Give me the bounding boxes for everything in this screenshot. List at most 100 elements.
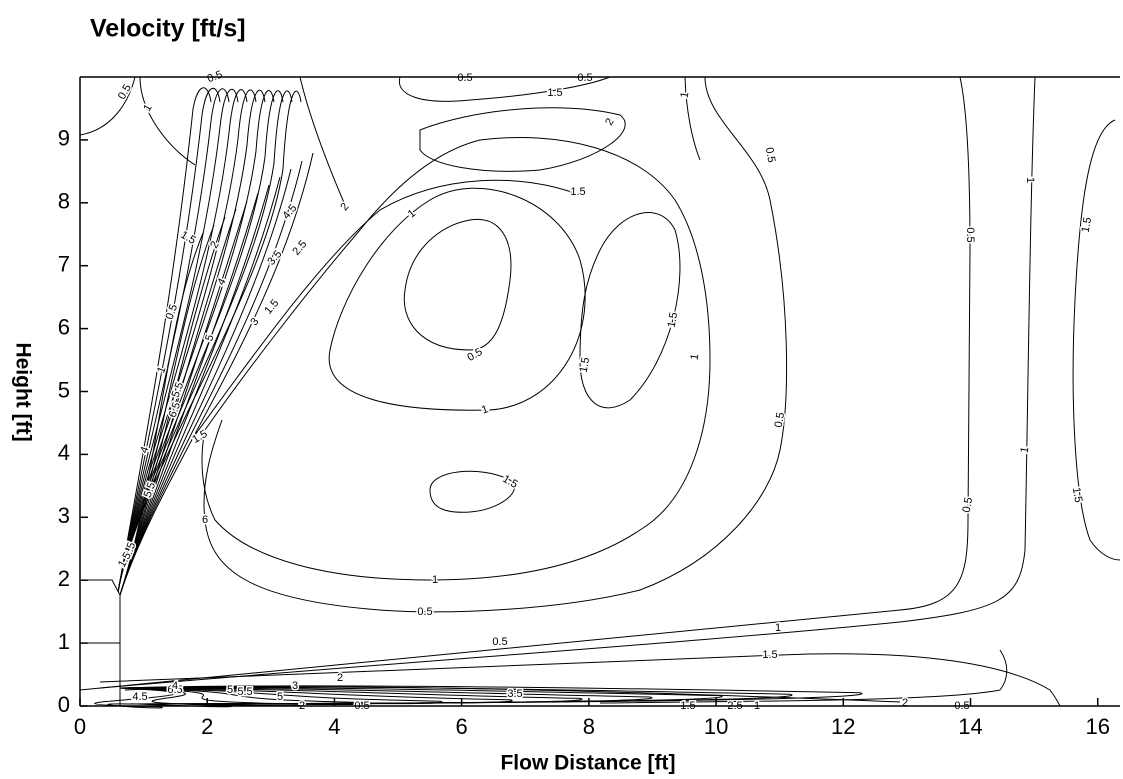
- contour-line: [117, 88, 239, 593]
- contour-label: 1.5: [1070, 486, 1084, 503]
- contour-line: [119, 687, 373, 706]
- contour-label: 6.5: [167, 684, 182, 696]
- contour-label: 4: [215, 276, 228, 287]
- contour-label: 1.5: [1080, 216, 1094, 233]
- contour-label: 1: [432, 574, 438, 586]
- x-tick-label: 8: [583, 714, 595, 739]
- contour-line: [119, 208, 237, 596]
- y-tick-label: 8: [58, 189, 70, 214]
- contour-line: [119, 200, 248, 596]
- y-tick-label: 3: [58, 503, 70, 528]
- contour-label: 6: [202, 514, 208, 526]
- contour-label: 0.5: [417, 606, 432, 618]
- contour-line: [119, 687, 303, 707]
- contour-line: [119, 687, 443, 705]
- contour-label: 5: [203, 333, 216, 343]
- y-tick-label: 6: [58, 314, 70, 339]
- contour-label: 1: [775, 622, 781, 634]
- x-tick-label: 10: [704, 714, 728, 739]
- contour-line: [119, 232, 204, 596]
- y-tick-label: 5: [58, 377, 70, 402]
- contour-line: [201, 137, 711, 581]
- contour-line: [579, 212, 681, 409]
- contour-label: 1: [155, 365, 168, 375]
- y-tick-label: 1: [58, 629, 70, 654]
- contour-label: 3: [292, 680, 298, 692]
- contour-label: 5: [277, 691, 283, 703]
- contour-line: [203, 76, 788, 613]
- contour-line: [403, 218, 512, 351]
- contour-label: 0.5: [961, 496, 975, 513]
- contour-line: [119, 216, 226, 596]
- y-tick-label: 0: [58, 692, 70, 717]
- contour-line: [684, 76, 701, 161]
- y-tick-label: 4: [58, 440, 70, 465]
- x-tick-label: 0: [74, 714, 86, 739]
- contour-label: 4: [172, 680, 178, 692]
- contour-line: [117, 90, 275, 593]
- contour-line: [117, 89, 248, 593]
- contour-label: 0.5: [773, 411, 787, 428]
- contour-line: [117, 89, 257, 593]
- contour-line: [599, 649, 1008, 704]
- contour-label: 2: [337, 672, 343, 684]
- contour-line: [1072, 119, 1121, 561]
- contour-line: [79, 76, 136, 136]
- contour-line: [79, 76, 971, 691]
- contour-label: 1.5: [500, 473, 519, 491]
- x-tick-label: 14: [958, 714, 982, 739]
- contour-line: [117, 88, 221, 593]
- contour-label: 1.5: [578, 356, 592, 373]
- plot-area: 0.510.51.5 20.511.51.522.53.54.5355.56.54…: [79, 67, 1121, 713]
- inlet-wall: [80, 579, 121, 706]
- contour-line: [119, 152, 314, 596]
- contour-line: [299, 76, 346, 206]
- x-tick-label: 12: [831, 714, 855, 739]
- x-tick-label: 4: [328, 714, 340, 739]
- contour-label: 2: [902, 697, 908, 709]
- contour-line: [119, 224, 215, 596]
- contour-label: 1: [678, 91, 691, 99]
- contour-label: 2.5: [290, 238, 309, 257]
- contour-label: 0.5: [577, 72, 592, 84]
- contour-label: 0.5: [964, 227, 976, 242]
- contour-label: 3.5: [265, 248, 284, 267]
- contour-label: 5.5: [237, 686, 252, 698]
- contour-label: 3.5: [507, 688, 522, 700]
- contour-label: 1: [141, 102, 154, 113]
- y-axis-label: Height [ft]: [11, 342, 34, 441]
- contour-label: 5.5: [170, 381, 187, 399]
- contour-line: [419, 107, 626, 172]
- contour-label: 1.5: [762, 649, 777, 661]
- contour-line: [328, 187, 586, 411]
- contour-label: 0.5: [492, 636, 507, 648]
- contour-label: 1: [1024, 177, 1036, 183]
- contour-label: 0.5: [457, 72, 472, 84]
- contour-line: [119, 192, 259, 596]
- contour-label: 1: [1018, 446, 1031, 454]
- x-tick-label: 6: [456, 714, 468, 739]
- x-axis-label: Flow Distance [ft]: [500, 752, 675, 775]
- contour-label: 1.5: [666, 311, 680, 328]
- contour-label: 0.5: [116, 82, 134, 101]
- contour-line: [194, 179, 581, 436]
- contour-line: [117, 89, 266, 593]
- contour-line: [119, 168, 292, 596]
- contour-label: 2: [603, 116, 616, 127]
- x-tick-label: 2: [201, 714, 213, 739]
- contour-line: [398, 76, 611, 102]
- contour-line: [99, 76, 1036, 689]
- contour-line: [117, 88, 230, 593]
- contour-label: 4.5: [280, 202, 299, 221]
- x-tick-label: 16: [1085, 714, 1109, 739]
- contour-label: 5: [227, 684, 233, 696]
- contour-label: 1: [688, 353, 701, 361]
- contour-line: [117, 90, 284, 593]
- y-tick-label: 2: [58, 566, 70, 591]
- contour-label: 6.5: [167, 401, 184, 419]
- contour-line: [117, 90, 302, 593]
- contour-label: 2: [208, 239, 221, 250]
- y-tick-label: 9: [58, 126, 70, 151]
- contour-label: 1.5: [570, 186, 585, 198]
